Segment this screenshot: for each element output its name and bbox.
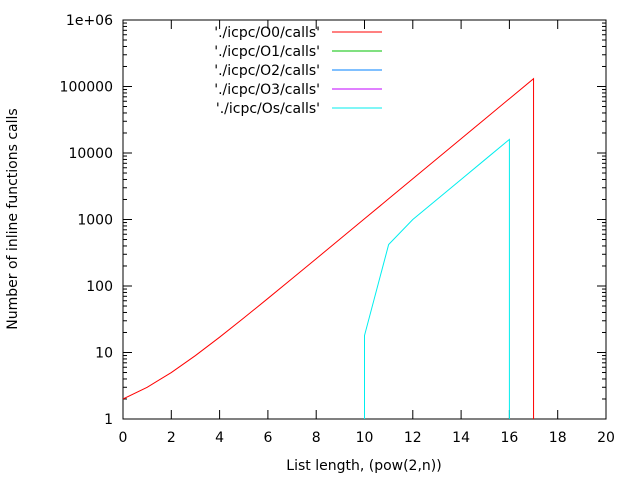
y-tick-label: 1: [104, 412, 113, 428]
legend: './icpc/O0/calls' './icpc/O1/calls' './icp…: [214, 25, 382, 117]
x-tick-label: 16: [500, 430, 518, 446]
series-line-4: [364, 138, 510, 419]
x-tick-label: 12: [404, 430, 422, 446]
y-tick-label: 100: [86, 279, 113, 295]
x-tick-label: 10: [356, 430, 374, 446]
x-tick-label: 20: [597, 430, 615, 446]
legend-label: './icpc/O0/calls': [214, 25, 320, 41]
axis-ticks: 0 2 4 6 8 10 12 14 16 18 20 1 10 100 1000 10000 100000 1e…: [60, 13, 615, 446]
y-axis-title: Number of inline functions calls: [5, 108, 21, 329]
legend-label: './icpc/O1/calls': [214, 44, 320, 60]
y-tick-label: 10000: [68, 146, 113, 162]
x-axis-title: List length, (pow(2,n)): [286, 458, 441, 474]
x-tick-label: 2: [167, 430, 176, 446]
x-tick-label: 8: [312, 430, 321, 446]
y-tick-label: 1000: [77, 213, 113, 229]
legend-label: './icpc/Os/calls': [216, 101, 320, 117]
x-tick-label: 0: [119, 430, 128, 446]
y-tick-label: 100000: [60, 80, 113, 96]
legend-label: './icpc/O2/calls': [214, 63, 320, 79]
series-lines: [122, 77, 535, 419]
series-line-0: [122, 77, 535, 419]
legend-label: './icpc/O3/calls': [214, 82, 320, 98]
x-tick-label: 14: [452, 430, 470, 446]
x-tick-label: 18: [549, 430, 567, 446]
x-tick-label: 4: [215, 430, 224, 446]
y-tick-label: 1e+06: [66, 13, 113, 29]
y-tick-label: 10: [95, 346, 113, 362]
x-tick-label: 6: [263, 430, 272, 446]
